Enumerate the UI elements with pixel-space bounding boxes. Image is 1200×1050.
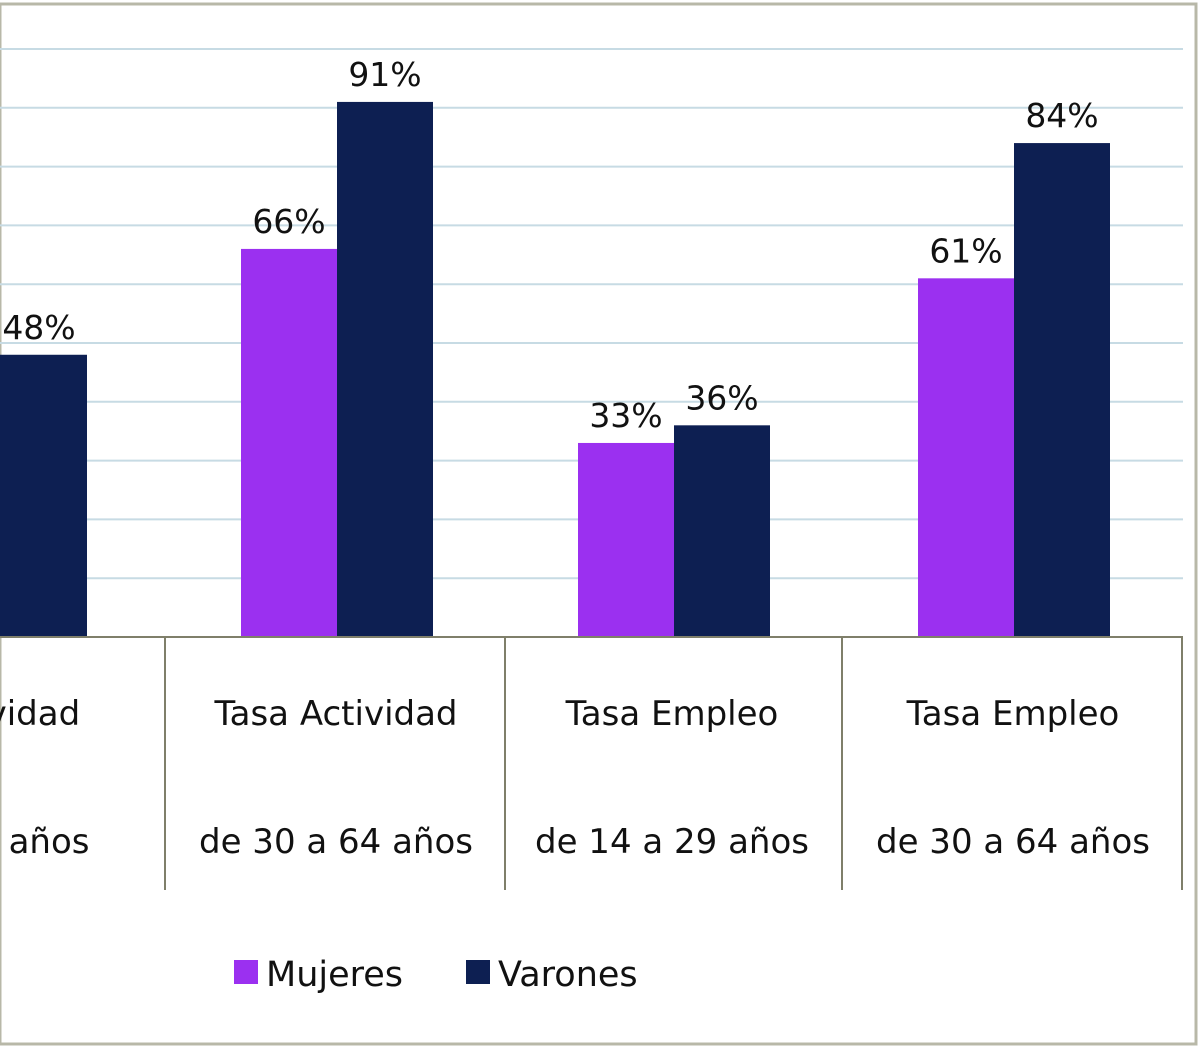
category-label-2-line1: Tasa Empleo (565, 694, 779, 734)
category-label-3-line1: Tasa Empleo (906, 694, 1120, 734)
category-label-0-line1: tividad (0, 694, 80, 734)
value-label-mujeres-1: 66% (252, 202, 325, 241)
bar-mujeres-1 (241, 248, 337, 638)
legend-swatch-varones (466, 960, 490, 984)
value-label-mujeres-3: 61% (929, 231, 1002, 270)
category-label-1-line2: de 30 a 64 años (199, 822, 473, 862)
bar-mujeres-3 (918, 278, 1014, 637)
value-label-varones-2: 36% (685, 378, 758, 417)
bar-varones-0 (0, 354, 87, 637)
bar-varones-1 (337, 101, 433, 638)
value-labels: 66% 33% 61% 48% 91% 36% 84% (2, 55, 1098, 435)
bar-varones-3 (1014, 143, 1110, 637)
value-label-varones-1: 91% (348, 55, 421, 94)
value-label-varones-3: 84% (1025, 96, 1098, 135)
legend-label-mujeres: Mujeres (266, 955, 403, 995)
category-table: tividad 29 años Tasa Actividad de 30 a 64 a… (0, 636, 1183, 890)
legend-swatch-mujeres (234, 960, 258, 984)
value-label-varones-0: 48% (2, 308, 75, 347)
category-label-3-line2: de 30 a 64 años (876, 822, 1150, 862)
bar-varones-2 (674, 425, 770, 637)
category-label-1-line1: Tasa Actividad (213, 694, 457, 734)
bars (0, 101, 1110, 638)
category-label-0-line2: 29 años (0, 822, 89, 862)
value-label-mujeres-2: 33% (589, 396, 662, 435)
bar-mujeres-2 (578, 442, 674, 637)
legend-label-varones: Varones (498, 955, 638, 995)
legend: Mujeres Varones (234, 955, 638, 995)
category-label-2-line2: de 14 a 29 años (535, 822, 809, 862)
